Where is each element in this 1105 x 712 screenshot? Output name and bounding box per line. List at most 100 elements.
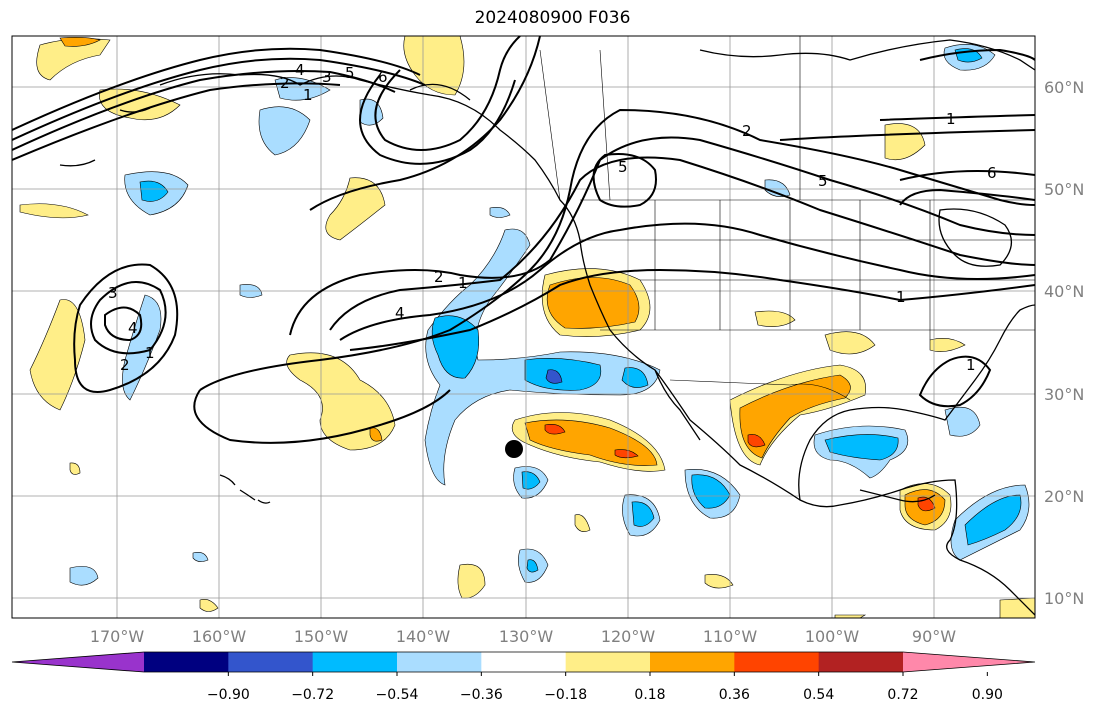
neg-anomaly-region [764, 179, 791, 197]
colorbar-extend-min [12, 652, 144, 672]
neg-anomaly-core [139, 180, 169, 202]
pos-anomaly-region [457, 563, 486, 599]
lon-label: 110°W [703, 627, 758, 646]
contour-label: 2 [742, 122, 752, 140]
pos-anomaly-region [574, 514, 591, 532]
pos-anomaly-core [59, 37, 101, 47]
neg-anomaly-region [489, 207, 511, 218]
map-title: 2024080900 F036 [474, 8, 631, 28]
contour-label: 4 [295, 61, 305, 79]
neg-anomaly-region [424, 228, 661, 486]
neg-anomaly-region [69, 566, 99, 586]
contour-label: 3 [108, 284, 118, 302]
lat-label: 40°N [1044, 282, 1084, 301]
pos-anomaly-region [403, 36, 465, 96]
colorbar-tick-label: −0.90 [207, 687, 250, 703]
colorbar-swatch [228, 652, 314, 672]
plot-area: 1 2 3 4 5 6 1 2 3 4 2 1 2 4 5 6 1 1 5 1 [12, 36, 1035, 618]
lat-label: 30°N [1044, 385, 1084, 404]
colorbar-swatch [734, 652, 820, 672]
neg-anomaly-core [631, 501, 655, 527]
contour-label: 1 [966, 356, 976, 374]
lon-label: 150°W [294, 627, 349, 646]
colorbar-tick-label: 0.36 [719, 687, 750, 703]
pos-anomaly-peak [747, 434, 766, 448]
pos-anomaly-region [99, 88, 181, 121]
colorbar-tick-label: 0.18 [634, 687, 665, 703]
pos-anomaly-region [19, 203, 89, 219]
contour-lines [12, 36, 1035, 444]
colorbar-tick-label: 0.72 [887, 687, 918, 703]
pos-anomaly-core [369, 427, 383, 442]
pos-anomaly-region [884, 123, 926, 161]
colorbar-swatch [144, 652, 229, 672]
contour-label: 2 [120, 356, 130, 374]
colorbar-swatch [481, 652, 567, 672]
pos-anomaly-region [999, 597, 1035, 618]
neg-anomaly-core [524, 358, 602, 391]
lon-label: 90°W [912, 627, 956, 646]
pos-anomaly-region [929, 338, 966, 352]
pos-anomaly-region [325, 177, 386, 241]
lat-label: 60°N [1044, 78, 1084, 97]
lat-label: 20°N [1044, 487, 1084, 506]
lon-label: 130°W [499, 627, 554, 646]
neg-anomaly-core [691, 474, 731, 509]
neg-anomaly-core [545, 369, 563, 384]
neg-anomaly-core [964, 494, 1022, 546]
graticule [12, 36, 1035, 618]
colorbar-swatch [312, 652, 398, 672]
lon-label: 160°W [192, 627, 247, 646]
lat-label: 10°N [1044, 589, 1084, 608]
pos-anomaly-region [834, 614, 867, 618]
pos-anomaly-core [546, 277, 640, 329]
pos-anomaly-region [824, 331, 876, 355]
contour-label: 2 [280, 74, 290, 92]
contour-label: 3 [322, 68, 332, 86]
neg-anomaly-core [526, 559, 539, 573]
neg-anomaly-region [192, 552, 209, 562]
neg-anomaly-region [258, 106, 311, 156]
contour-label: 6 [378, 68, 388, 86]
colorbar-outline [11, 651, 1036, 673]
neg-anomaly-region [944, 406, 981, 437]
neg-anomaly-region [122, 294, 162, 401]
pos-anomaly-peak [614, 449, 639, 459]
pos-anomaly-region [704, 574, 734, 589]
colorbar-swatch [650, 652, 735, 672]
pos-anomaly-region [29, 299, 86, 411]
neg-anomaly-core [621, 367, 649, 388]
contour-label-group: 1 2 3 4 5 6 1 2 3 4 2 1 2 4 5 6 1 1 5 1 [108, 61, 997, 374]
colorbar-ticks: −0.90 −0.72 −0.54 −0.36 −0.18 0.18 0.36 0.54 0.7… [207, 672, 1003, 703]
latitude-axis: 60°N 50°N 40°N 30°N 20°N 10°N [1044, 78, 1084, 608]
pos-anomaly-core [739, 374, 851, 459]
contour-label: 2 [434, 268, 444, 286]
lon-label: 140°W [396, 627, 451, 646]
colorbar-tick-label: −0.36 [460, 687, 503, 703]
contour-label: 5 [618, 158, 628, 176]
contour-label: 4 [128, 319, 138, 337]
contour-label: 1 [145, 344, 155, 362]
colorbar-extend-max [903, 652, 1035, 672]
anomaly-fill [19, 36, 1035, 618]
map-frame [11, 35, 1036, 619]
colorbar-tick-label: 0.54 [803, 687, 834, 703]
contour-label: 1 [946, 110, 956, 128]
colorbar-tick-label: −0.18 [544, 687, 587, 703]
pos-anomaly-region [199, 599, 219, 612]
colorbar-tick-label: 0.90 [972, 687, 1003, 703]
contour-label: 4 [395, 304, 405, 322]
contour-label: 6 [987, 164, 997, 182]
contour-label: 1 [458, 274, 468, 292]
pos-anomaly-region [286, 352, 396, 451]
colorbar-swatch [565, 652, 651, 672]
lat-label: 50°N [1044, 180, 1084, 199]
contour-label: 5 [345, 64, 355, 82]
contour-label: 1 [303, 86, 313, 104]
colorbar-tick-label: −0.72 [291, 687, 334, 703]
lon-label: 120°W [601, 627, 656, 646]
longitude-axis: 170°W 160°W 150°W 140°W 130°W 120°W 110°… [90, 627, 956, 646]
storm-center-marker [505, 440, 523, 458]
colorbar-tick-label: −0.54 [376, 687, 419, 703]
